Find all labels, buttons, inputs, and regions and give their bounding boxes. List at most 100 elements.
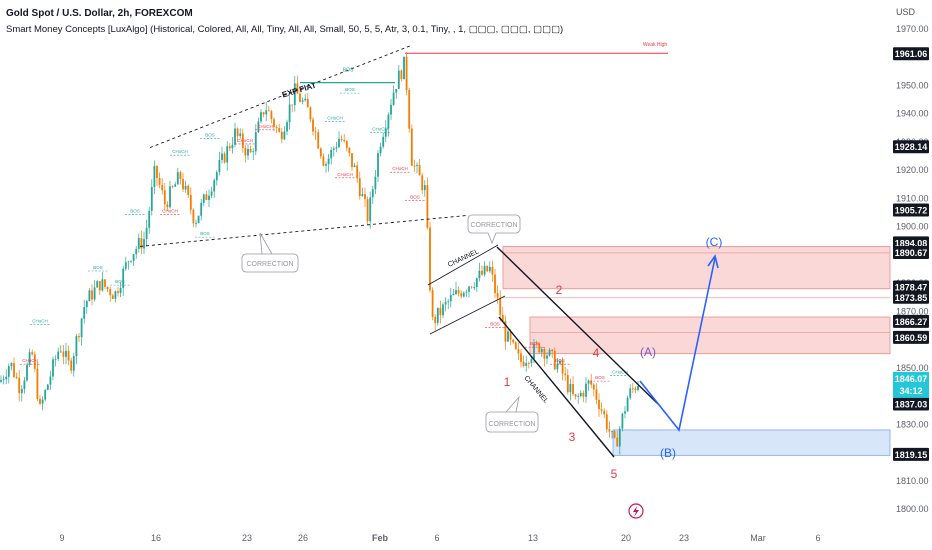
- candle-body: [371, 189, 374, 198]
- candle-body: [468, 286, 470, 292]
- candle-body: [600, 409, 603, 411]
- candle-body: [91, 290, 93, 300]
- wave-c-label: (C): [706, 235, 723, 249]
- candle-body: [390, 104, 392, 115]
- x-tick-label: 23: [679, 533, 689, 543]
- correction-callout-text: CORRECTION: [246, 261, 293, 268]
- channel-lower-line: [498, 316, 615, 458]
- candle-body: [499, 297, 502, 315]
- candle-body: [130, 260, 132, 262]
- price-badge: [893, 280, 929, 294]
- candle-body: [455, 290, 457, 295]
- lightning-icon: [628, 503, 644, 519]
- price-badge-text: 1866.27: [895, 317, 928, 327]
- candle-body: [182, 178, 184, 190]
- candle-body: [106, 286, 109, 290]
- candle-body: [535, 343, 538, 345]
- x-tick-label: 23: [242, 533, 252, 543]
- candle-body: [353, 165, 356, 168]
- exp-flat-upper-line: [149, 45, 411, 149]
- candle-body: [449, 295, 452, 302]
- symbol-title[interactable]: Gold Spot / U.S. Dollar, 2h, FOREXCOM: [6, 8, 193, 19]
- candle-body: [98, 281, 101, 291]
- candle-body: [127, 261, 130, 263]
- candle-body: [286, 122, 288, 132]
- candle-body: [169, 186, 171, 208]
- candle-body: [75, 336, 78, 357]
- x-tick-label: Feb: [372, 533, 389, 543]
- candle-body: [28, 352, 31, 365]
- candle-body: [442, 304, 444, 316]
- price-badge-text: 1905.72: [895, 205, 928, 215]
- candle-body: [634, 388, 637, 391]
- candle-body: [101, 279, 104, 291]
- candle-body: [319, 148, 322, 157]
- exp-flat-lower-line: [139, 214, 469, 247]
- candle-body: [192, 209, 195, 224]
- candle-body: [174, 184, 177, 187]
- candle-body: [36, 368, 39, 399]
- candle-body: [80, 318, 83, 338]
- candle-body: [457, 290, 460, 294]
- correction-callout-box: [485, 395, 539, 433]
- candle-body: [119, 287, 122, 294]
- candle-body: [163, 190, 166, 205]
- candle-body: [52, 359, 54, 377]
- candle-body: [158, 177, 161, 185]
- candle-body: [239, 133, 242, 136]
- candle-body: [265, 110, 268, 115]
- lightning-icon-bolt: [633, 506, 639, 517]
- candle-body: [252, 151, 255, 153]
- candle-body: [67, 350, 70, 361]
- candle-body: [57, 351, 60, 359]
- candle-body: [288, 104, 291, 123]
- small-channel-lower: [429, 295, 506, 335]
- channel-label: CHANNEL: [522, 375, 549, 405]
- candle-body: [54, 358, 57, 360]
- candle-body: [387, 114, 390, 129]
- candle-body: [137, 238, 140, 249]
- candle-body: [104, 279, 106, 287]
- candle-body: [39, 398, 41, 404]
- wave-3-label: 3: [569, 430, 576, 444]
- wave-2-label: 2: [556, 283, 563, 297]
- indicator-legend[interactable]: Smart Money Concepts [LuxAlgo] (Historic…: [6, 24, 564, 35]
- x-tick-label: 6: [815, 533, 820, 543]
- smc-label: CHoCH: [172, 149, 188, 154]
- candle-body: [491, 266, 494, 275]
- candle-body: [416, 164, 418, 166]
- wave-1-label: 1: [504, 375, 511, 389]
- candle-body: [2, 379, 5, 381]
- candle-body: [117, 291, 119, 294]
- candle-body: [226, 146, 229, 163]
- candle-body: [603, 410, 606, 415]
- smc-label: BOS: [130, 209, 140, 214]
- candle-body: [379, 146, 382, 154]
- y-tick-label: 1850.00: [896, 363, 929, 373]
- candle-body: [93, 287, 96, 300]
- correction-callout-text: CORRECTION: [488, 421, 535, 428]
- zone-supply-1: [529, 316, 891, 355]
- candle-body: [361, 194, 364, 197]
- candle-body: [478, 270, 481, 279]
- candle-body: [613, 431, 616, 438]
- candle-body: [210, 191, 213, 196]
- candle-body: [234, 128, 236, 145]
- candle-body: [15, 376, 18, 378]
- candle-body: [291, 104, 294, 106]
- candle-body: [429, 227, 431, 291]
- candle-body: [249, 148, 252, 153]
- price-badge-text: 1894.08: [895, 238, 928, 248]
- candle-body: [369, 197, 372, 222]
- price-badge: [893, 245, 929, 259]
- candle-body: [145, 227, 148, 240]
- y-tick-label: 1800.00: [896, 504, 929, 514]
- price-badge: [893, 290, 929, 304]
- channel-upper-line: [496, 246, 659, 405]
- y-tick-label: 1910.00: [896, 193, 929, 203]
- candle-body: [431, 290, 434, 317]
- candle-body: [592, 384, 595, 390]
- candle-body: [244, 148, 247, 156]
